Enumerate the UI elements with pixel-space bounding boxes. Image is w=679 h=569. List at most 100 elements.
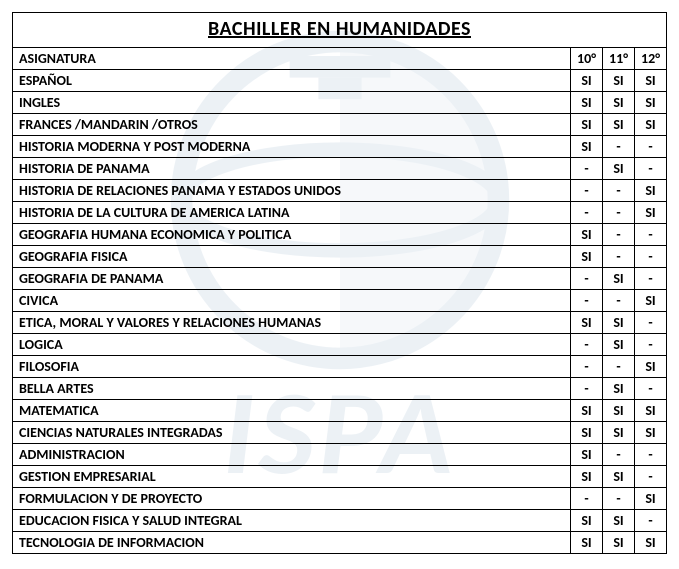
grade-cell-g10: - — [571, 378, 603, 400]
grade-cell-g12: - — [635, 268, 667, 290]
grade-cell-g10: - — [571, 180, 603, 202]
header-grade-12: 12° — [635, 48, 667, 70]
subject-cell: MATEMATICA — [13, 400, 571, 422]
grade-cell-g10: SI — [571, 312, 603, 334]
subject-cell: FILOSOFIA — [13, 356, 571, 378]
table-row: ADMINISTRACIONSI-- — [13, 444, 667, 466]
grade-cell-g12: SI — [635, 400, 667, 422]
header-subject: ASIGNATURA — [13, 48, 571, 70]
grade-cell-g10: - — [571, 290, 603, 312]
grade-cell-g11: SI — [603, 422, 635, 444]
table-row: GEOGRAFIA DE PANAMA-SI- — [13, 268, 667, 290]
grade-cell-g11: SI — [603, 312, 635, 334]
grade-cell-g12: SI — [635, 290, 667, 312]
grade-cell-g10: - — [571, 202, 603, 224]
grade-cell-g12: - — [635, 510, 667, 532]
table-row: LOGICA-SI- — [13, 334, 667, 356]
subject-cell: GEOGRAFIA FISICA — [13, 246, 571, 268]
header-grade-10: 10° — [571, 48, 603, 70]
subject-cell: GEOGRAFIA DE PANAMA — [13, 268, 571, 290]
grade-cell-g10: - — [571, 268, 603, 290]
table-row: HISTORIA DE RELACIONES PANAMA Y ESTADOS … — [13, 180, 667, 202]
curriculum-table: BACHILLER EN HUMANIDADES ASIGNATURA 10° … — [12, 12, 667, 554]
table-row: FRANCES /MANDARIN /OTROSSISISI — [13, 114, 667, 136]
grade-cell-g10: - — [571, 488, 603, 510]
subject-cell: ESPAÑOL — [13, 70, 571, 92]
table-row: CIVICA--SI — [13, 290, 667, 312]
grade-cell-g11: - — [603, 246, 635, 268]
subject-cell: ADMINISTRACION — [13, 444, 571, 466]
table-row: GEOGRAFIA FISICASI-- — [13, 246, 667, 268]
header-row: ASIGNATURA 10° 11° 12° — [13, 48, 667, 70]
subject-cell: GEOGRAFIA HUMANA ECONOMICA Y POLITICA — [13, 224, 571, 246]
grade-cell-g12: - — [635, 444, 667, 466]
subject-cell: HISTORIA DE RELACIONES PANAMA Y ESTADOS … — [13, 180, 571, 202]
grade-cell-g10: SI — [571, 422, 603, 444]
grade-cell-g10: - — [571, 334, 603, 356]
grade-cell-g12: SI — [635, 70, 667, 92]
grade-cell-g12: SI — [635, 92, 667, 114]
grade-cell-g11: SI — [603, 378, 635, 400]
table-row: INGLESSISISI — [13, 92, 667, 114]
grade-cell-g12: SI — [635, 114, 667, 136]
grade-cell-g12: SI — [635, 180, 667, 202]
grade-cell-g12: - — [635, 158, 667, 180]
grade-cell-g11: SI — [603, 70, 635, 92]
grade-cell-g12: - — [635, 224, 667, 246]
grade-cell-g12: - — [635, 378, 667, 400]
header-grade-11: 11° — [603, 48, 635, 70]
grade-cell-g12: - — [635, 136, 667, 158]
grade-cell-g11: SI — [603, 532, 635, 554]
grade-cell-g11: - — [603, 356, 635, 378]
grade-cell-g11: - — [603, 444, 635, 466]
grade-cell-g10: SI — [571, 224, 603, 246]
title-row: BACHILLER EN HUMANIDADES — [13, 13, 667, 48]
table-row: HISTORIA MODERNA Y POST MODERNASI-- — [13, 136, 667, 158]
grade-cell-g10: SI — [571, 466, 603, 488]
table-row: FILOSOFIA--SI — [13, 356, 667, 378]
subject-cell: ETICA, MORAL Y VALORES Y RELACIONES HUMA… — [13, 312, 571, 334]
grade-cell-g12: SI — [635, 422, 667, 444]
grade-cell-g10: SI — [571, 532, 603, 554]
table-row: CIENCIAS NATURALES INTEGRADASSISISI — [13, 422, 667, 444]
grade-cell-g11: - — [603, 136, 635, 158]
grade-cell-g11: SI — [603, 400, 635, 422]
grade-cell-g11: - — [603, 488, 635, 510]
grade-cell-g12: - — [635, 312, 667, 334]
grade-cell-g12: - — [635, 466, 667, 488]
grade-cell-g11: SI — [603, 268, 635, 290]
table-row: GESTION EMPRESARIALSISI- — [13, 466, 667, 488]
grade-cell-g11: SI — [603, 114, 635, 136]
grade-cell-g11: - — [603, 180, 635, 202]
grade-cell-g11: SI — [603, 510, 635, 532]
grade-cell-g10: SI — [571, 444, 603, 466]
grade-cell-g12: SI — [635, 488, 667, 510]
grade-cell-g10: SI — [571, 510, 603, 532]
grade-cell-g12: SI — [635, 532, 667, 554]
subject-cell: BELLA ARTES — [13, 378, 571, 400]
grade-cell-g12: - — [635, 246, 667, 268]
subject-cell: LOGICA — [13, 334, 571, 356]
subject-cell: FORMULACION Y DE PROYECTO — [13, 488, 571, 510]
table-row: EDUCACION FISICA Y SALUD INTEGRALSISI- — [13, 510, 667, 532]
page-title: BACHILLER EN HUMANIDADES — [13, 13, 667, 48]
grade-cell-g11: SI — [603, 466, 635, 488]
table-row: HISTORIA DE PANAMA-SI- — [13, 158, 667, 180]
grade-cell-g10: SI — [571, 246, 603, 268]
grade-cell-g11: - — [603, 224, 635, 246]
subject-cell: CIVICA — [13, 290, 571, 312]
table-row: FORMULACION Y DE PROYECTO--SI — [13, 488, 667, 510]
grade-cell-g11: SI — [603, 92, 635, 114]
grade-cell-g10: - — [571, 356, 603, 378]
table-row: TECNOLOGIA DE INFORMACIONSISISI — [13, 532, 667, 554]
grade-cell-g11: SI — [603, 334, 635, 356]
grade-cell-g12: SI — [635, 356, 667, 378]
grade-cell-g10: SI — [571, 70, 603, 92]
grade-cell-g12: SI — [635, 202, 667, 224]
grade-cell-g10: SI — [571, 136, 603, 158]
grade-cell-g10: SI — [571, 114, 603, 136]
grade-cell-g10: SI — [571, 400, 603, 422]
subject-cell: INGLES — [13, 92, 571, 114]
subject-cell: HISTORIA DE PANAMA — [13, 158, 571, 180]
subject-cell: GESTION EMPRESARIAL — [13, 466, 571, 488]
